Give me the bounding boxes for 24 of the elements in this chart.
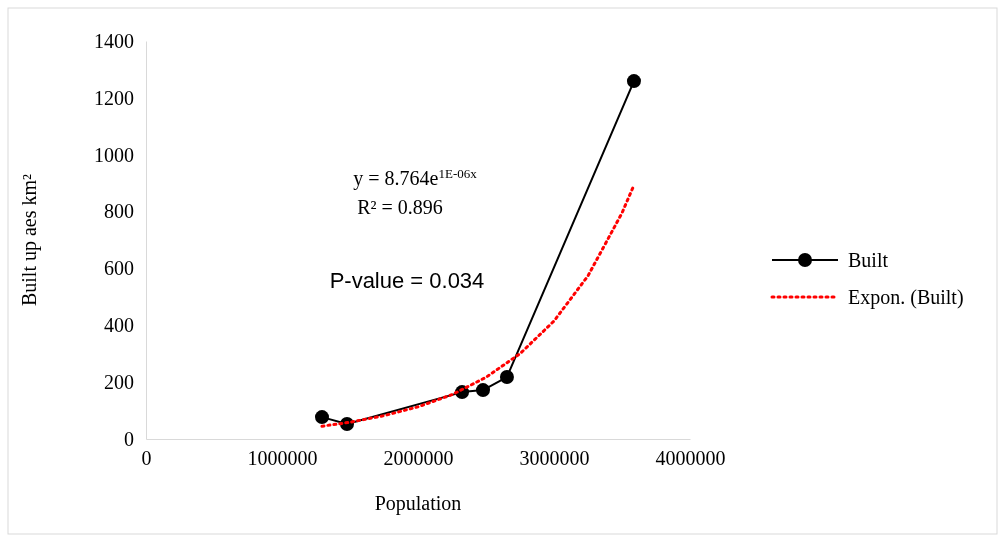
y-tick-label: 1000 [94,143,134,166]
x-tick-label: 4000000 [655,447,726,470]
x-tick-label: 0 [141,447,152,470]
point [626,74,641,89]
point [499,370,514,385]
x-tick-label: 1000000 [247,447,318,470]
y-tick-label: 200 [104,371,134,394]
legend-label: Built [848,249,889,271]
point [476,383,491,398]
legend-label: Expon. (Built) [848,286,964,309]
y-tick-label: 600 [104,257,134,280]
y-tick-label: 0 [124,427,134,450]
y-tick-label: 1400 [94,29,134,52]
y-tick-label: 800 [104,200,134,223]
x-axis-title: Population [374,492,462,515]
y-axis-title: Built up aes km² [18,173,41,307]
annotation: P-value = 0.034 [329,268,485,293]
x-tick-label: 2000000 [383,447,454,470]
annotation: R² = 0.896 [357,196,443,218]
annotation: y = 8.764e$^{1E-06x}$ [353,165,478,190]
x-tick-label: 3000000 [519,447,590,470]
y-tick-label: 400 [104,314,134,337]
y-tick-label: 1200 [94,86,134,109]
point [314,410,329,425]
